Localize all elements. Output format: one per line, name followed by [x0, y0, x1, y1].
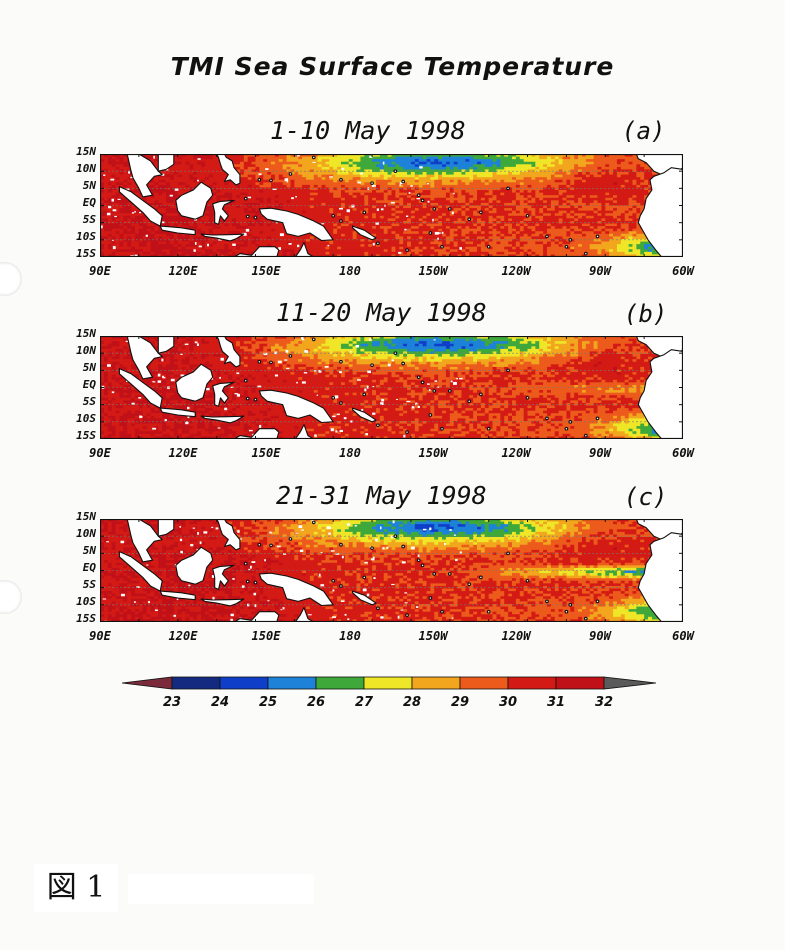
- colorbar-tick: 23: [162, 695, 182, 710]
- sst-map-a: [100, 154, 683, 257]
- lon-label: 150E: [251, 629, 281, 643]
- lat-label: 10S: [76, 230, 96, 243]
- lat-label: 5S: [82, 213, 96, 226]
- sst-map-b: [100, 336, 683, 439]
- lon-label: 150E: [251, 446, 281, 460]
- lon-label: 60W: [672, 446, 694, 460]
- colorbar: [121, 676, 657, 690]
- lat-label: EQ: [82, 196, 96, 209]
- lon-label: 60W: [672, 264, 694, 278]
- lon-label: 180: [339, 629, 361, 643]
- lat-label: 5N: [82, 179, 96, 192]
- lat-label: 15N: [76, 327, 96, 340]
- lat-label: 15N: [76, 510, 96, 523]
- lat-label: EQ: [82, 561, 96, 574]
- lon-label: 150W: [418, 629, 448, 643]
- lon-label: 120W: [501, 264, 531, 278]
- figure-label: 図 1: [34, 864, 118, 912]
- colorbar-tick: 25: [258, 695, 278, 710]
- lat-label: 10S: [76, 412, 96, 425]
- panel-title-b: 11-20 May 1998: [276, 298, 487, 327]
- panel-letter-a: (a): [622, 117, 666, 145]
- lon-label: 120E: [168, 264, 198, 278]
- colorbar-tick: 27: [354, 695, 374, 710]
- colorbar-tick: 26: [306, 695, 326, 710]
- lon-label: 90E: [89, 446, 111, 460]
- sst-map-c: [100, 519, 683, 622]
- colorbar-tick: 29: [450, 695, 470, 710]
- main-title: TMI Sea Surface Temperature: [170, 52, 615, 81]
- lon-label: 90W: [589, 446, 611, 460]
- lon-label: 90W: [589, 264, 611, 278]
- lon-label: 90W: [589, 629, 611, 643]
- lat-label: 10N: [76, 527, 96, 540]
- lon-label: 90E: [89, 629, 111, 643]
- lat-label: 10S: [76, 595, 96, 608]
- lon-label: 120E: [168, 446, 198, 460]
- panel-title-c: 21-31 May 1998: [276, 481, 487, 510]
- lat-label: 15S: [76, 247, 96, 260]
- lon-label: 120E: [168, 629, 198, 643]
- lat-label: 15N: [76, 145, 96, 158]
- panel-letter-b: (b): [624, 300, 668, 328]
- colorbar-tick: 28: [402, 695, 422, 710]
- panel-title-a: 1-10 May 1998: [270, 116, 466, 145]
- colorbar-tick: 32: [594, 695, 614, 710]
- colorbar-tick: 30: [498, 695, 518, 710]
- lat-label: 5S: [82, 395, 96, 408]
- colorbar-tick: 24: [210, 695, 230, 710]
- punch-hole-top: [0, 262, 22, 296]
- lat-label: 15S: [76, 429, 96, 442]
- lon-label: 180: [339, 264, 361, 278]
- panel-letter-c: (c): [624, 483, 668, 511]
- lon-label: 60W: [672, 629, 694, 643]
- lon-label: 150E: [251, 264, 281, 278]
- lon-label: 120W: [501, 446, 531, 460]
- lat-label: 10N: [76, 344, 96, 357]
- lat-label: 5N: [82, 361, 96, 374]
- lat-label: 5N: [82, 544, 96, 557]
- lat-label: 5S: [82, 578, 96, 591]
- punch-hole-bottom: [0, 580, 22, 614]
- lon-label: 150W: [418, 446, 448, 460]
- lon-label: 120W: [501, 629, 531, 643]
- lat-label: 10N: [76, 162, 96, 175]
- lat-label: 15S: [76, 612, 96, 625]
- lon-label: 90E: [89, 264, 111, 278]
- colorbar-tick: 31: [546, 695, 566, 710]
- lat-label: EQ: [82, 378, 96, 391]
- lon-label: 180: [339, 446, 361, 460]
- lon-label: 150W: [418, 264, 448, 278]
- figure-caption-box: [128, 874, 314, 904]
